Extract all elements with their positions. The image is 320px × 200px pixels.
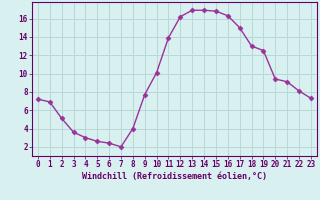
X-axis label: Windchill (Refroidissement éolien,°C): Windchill (Refroidissement éolien,°C) [82,172,267,181]
